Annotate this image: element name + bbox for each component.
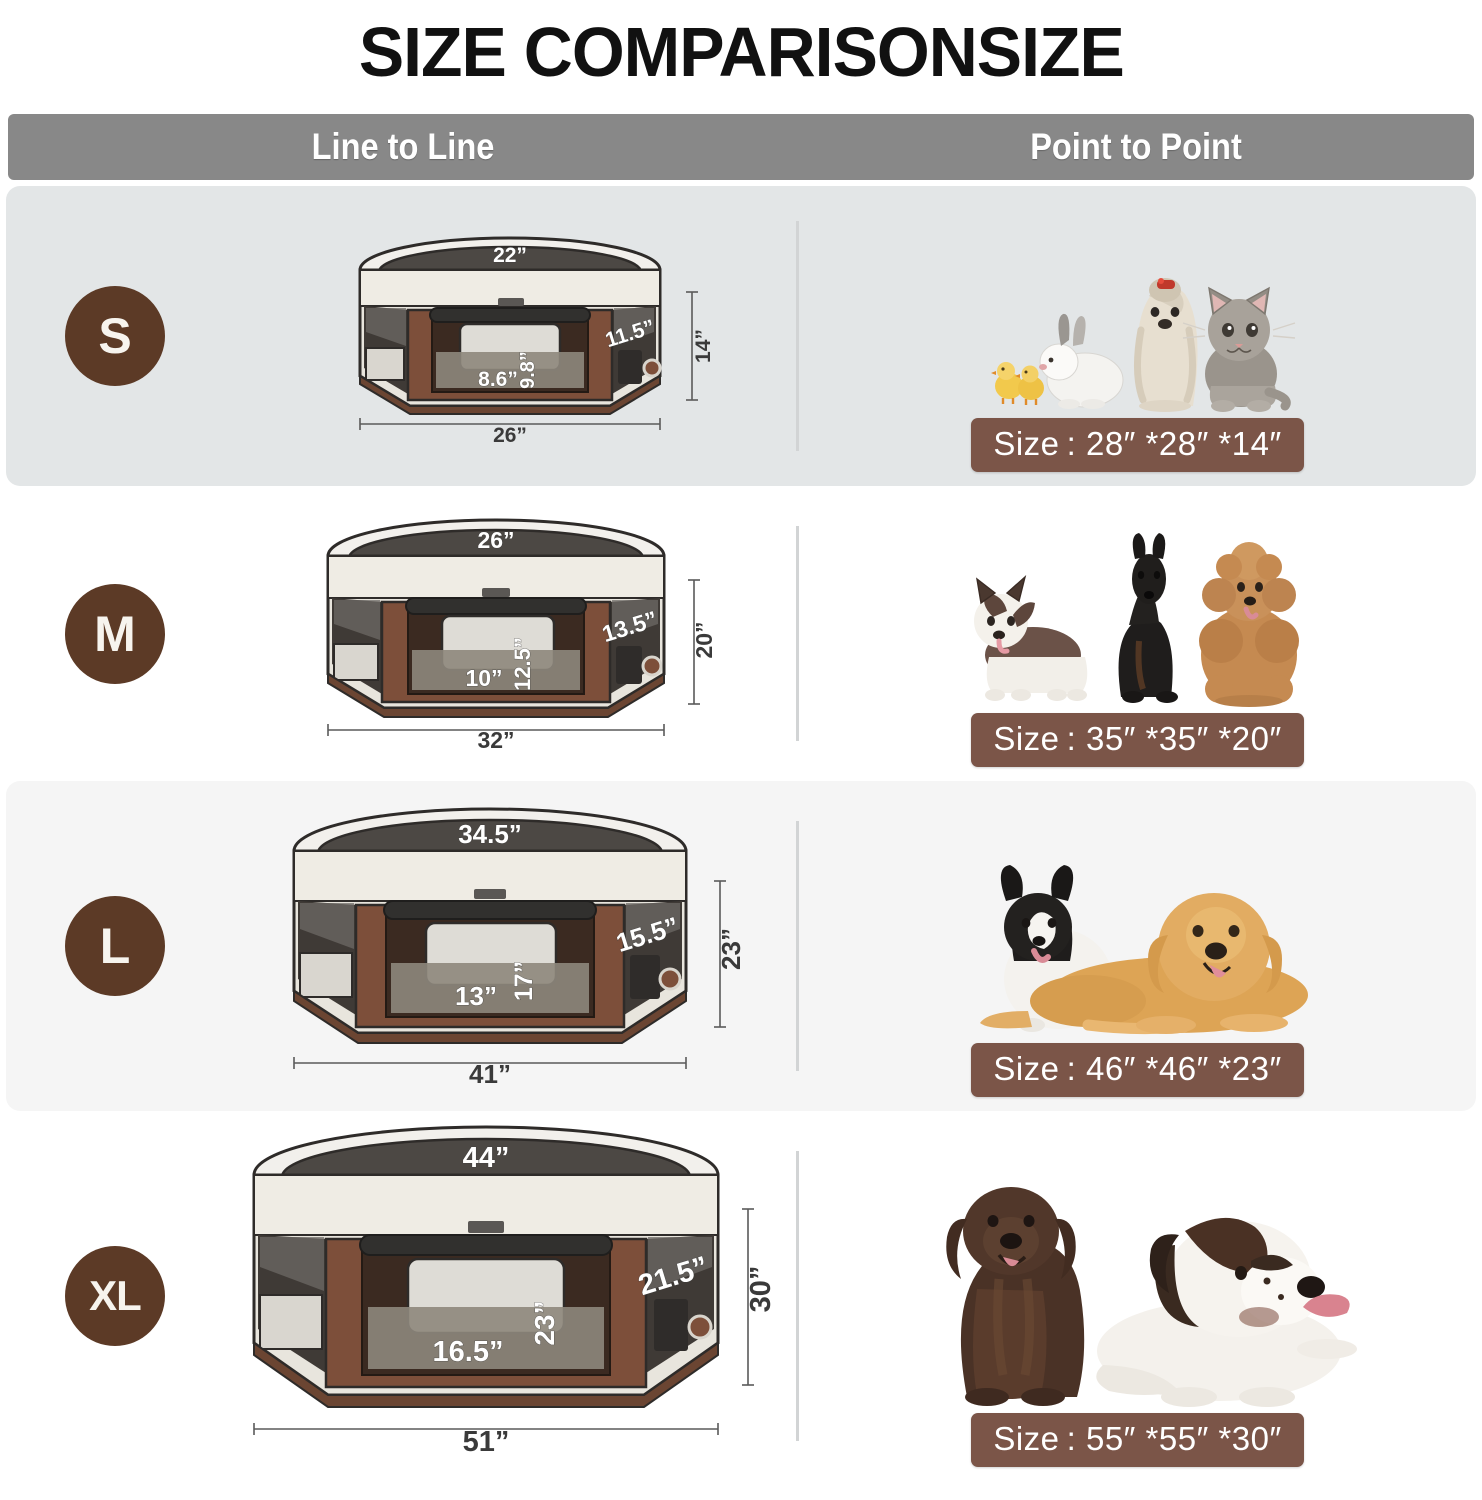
size-badge-s: S (65, 286, 165, 386)
table-row: XL (6, 1111, 1476, 1481)
dim-base-width-m: 32” (477, 727, 514, 753)
table-row: L (6, 781, 1476, 1111)
animal-group-xl (799, 1111, 1476, 1413)
dim-top-diameter-m: 26” (477, 527, 514, 553)
column-header-line-to-line: Line to Line (311, 126, 495, 167)
dim-door-width-l: 13” (455, 981, 497, 1011)
kitten-icon (1182, 286, 1295, 412)
dim-door-height-s: 9.8” (517, 351, 539, 389)
line-to-line-cell-m: 26” 13.5” 20” 12.5” 10” 32” (224, 486, 796, 781)
animal-group-l (799, 781, 1476, 1043)
dim-door-height-xl: 23” (529, 1300, 560, 1345)
poodle-icon (1198, 542, 1299, 707)
animal-group-s (799, 186, 1476, 418)
point-to-point-cell-xl: Size : 55″ *55″ *30″ (799, 1111, 1476, 1481)
column-divider (796, 1151, 799, 1441)
size-label-s: Size : 28″ *28″ *14″ (971, 418, 1304, 472)
playpen-illustration-s: 22” 11.5” 14” 9.8” 8.6” 26” (260, 228, 760, 453)
size-label-l: Size : 46″ *46″ *23″ (971, 1043, 1304, 1097)
dim-total-height-m: 20” (691, 621, 717, 658)
column-divider (796, 821, 799, 1071)
line-to-line-cell-l: 34.5” 15.5” 23” 17” 13” 41” (224, 781, 796, 1111)
column-header-point-to-point: Point to Point (1030, 126, 1242, 167)
size-label-m: Size : 35″ *35″ *20″ (971, 713, 1304, 767)
saint-bernard-icon (1095, 1217, 1357, 1407)
size-badge-cell: M (6, 583, 224, 684)
dim-base-width-l: 41” (469, 1059, 511, 1089)
dim-total-height-s: 14” (692, 329, 715, 363)
dim-base-width-xl: 51” (463, 1426, 510, 1458)
corgi-icon (973, 574, 1087, 701)
animal-group-m (799, 486, 1476, 713)
line-to-line-cell-xl: 44” 21.5” 30” 23” 16.5” 51” (224, 1111, 796, 1481)
column-divider (796, 526, 799, 741)
rabbit-icon (1038, 313, 1123, 409)
page-title: SIZE COMPARISONSIZE (358, 13, 1124, 91)
dim-door-height-m: 12.5” (510, 637, 535, 691)
chick-icon (990, 362, 1044, 405)
manchester-terrier-icon (1118, 533, 1178, 703)
size-badge-m: M (65, 583, 165, 684)
size-badge-l: L (65, 896, 165, 996)
dim-door-width-m: 10” (465, 665, 502, 691)
table-row: M (6, 486, 1476, 781)
table-row: S (6, 186, 1476, 486)
playpen-illustration-m: 26” 13.5” 20” 12.5” 10” 32” (246, 508, 766, 758)
dim-base-width-s: 26” (493, 424, 527, 447)
size-badge-cell: XL (6, 1246, 224, 1346)
point-to-point-cell-l: Size : 46″ *46″ *23″ (799, 781, 1476, 1111)
dim-total-height-l: 23” (716, 928, 746, 970)
dim-top-diameter-xl: 44” (463, 1142, 510, 1174)
column-divider (796, 221, 799, 451)
line-to-line-cell-s: 22” 11.5” 14” 9.8” 8.6” 26” (224, 186, 796, 486)
dim-total-height-xl: 30” (745, 1266, 777, 1313)
size-badge-xl: XL (65, 1246, 165, 1346)
size-label-xl: Size : 55″ *55″ *30″ (971, 1413, 1304, 1467)
shih-tzu-icon (1133, 278, 1197, 412)
size-badge-cell: L (6, 896, 224, 996)
title-bar: SIZE COMPARISONSIZE (0, 0, 1482, 100)
playpen-illustration-xl: 44” 21.5” 30” 23” 16.5” 51” (196, 1113, 816, 1463)
dim-door-height-l: 17” (510, 961, 538, 1001)
dim-top-diameter-s: 22” (493, 244, 527, 267)
point-to-point-cell-m: Size : 35″ *35″ *20″ (799, 486, 1476, 781)
playpen-illustration-l: 34.5” 15.5” 23” 17” 13” 41” (228, 795, 788, 1095)
dim-top-diameter-l: 34.5” (458, 819, 522, 849)
newfoundland-icon (945, 1187, 1084, 1406)
dim-door-width-s: 8.6” (478, 368, 518, 391)
golden-retriever-icon (979, 893, 1308, 1035)
size-badge-cell: S (6, 286, 224, 386)
column-header-bar: Line to Line Point to Point (8, 114, 1474, 180)
size-comparison-table: S (0, 186, 1482, 1481)
point-to-point-cell-s: Size : 28″ *28″ *14″ (799, 186, 1476, 486)
dim-door-width-xl: 16.5” (433, 1336, 504, 1368)
